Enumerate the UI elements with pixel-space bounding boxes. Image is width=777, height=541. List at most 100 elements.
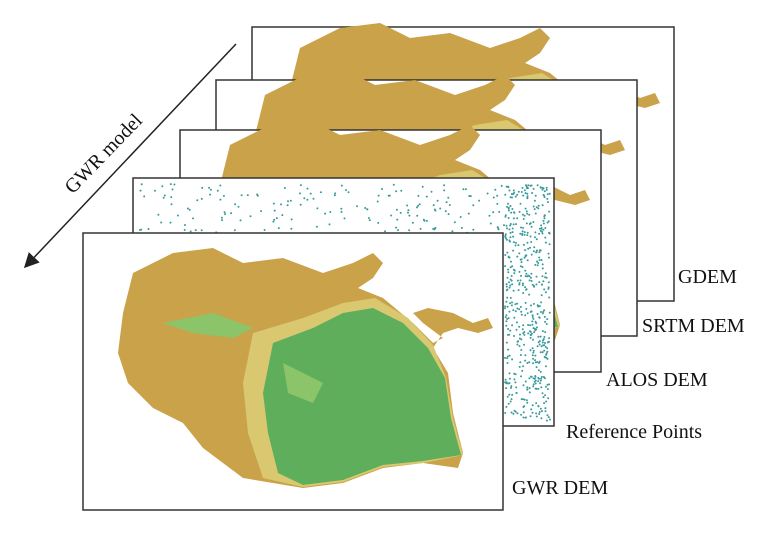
reference-point (504, 305, 506, 307)
reference-point (521, 314, 523, 316)
reference-point (509, 378, 511, 380)
reference-point (274, 210, 276, 212)
reference-point (537, 405, 539, 407)
reference-point (549, 312, 551, 314)
reference-point (533, 303, 535, 305)
reference-point (543, 396, 545, 398)
reference-point (532, 318, 534, 320)
reference-point (540, 351, 542, 353)
reference-point (510, 279, 512, 281)
reference-point (378, 195, 380, 197)
reference-point (548, 337, 550, 339)
reference-point (157, 214, 159, 216)
reference-point (509, 302, 511, 304)
reference-point (273, 203, 275, 205)
reference-point (504, 357, 506, 359)
reference-point (300, 204, 302, 206)
reference-point (170, 183, 172, 185)
reference-point (535, 412, 537, 414)
reference-point (507, 328, 509, 330)
reference-point (504, 307, 506, 309)
reference-point (490, 223, 492, 225)
reference-point (546, 351, 548, 353)
reference-point (533, 383, 535, 385)
reference-point (201, 229, 203, 231)
reference-point (519, 233, 521, 235)
reference-point (536, 238, 538, 240)
reference-point (524, 286, 526, 288)
reference-point (505, 387, 507, 389)
reference-point (542, 392, 544, 394)
reference-point (518, 289, 520, 291)
reference-point (238, 206, 240, 208)
reference-point (548, 281, 550, 283)
reference-point (543, 187, 545, 189)
reference-point (341, 185, 343, 187)
reference-point (537, 264, 539, 266)
reference-point (535, 361, 537, 363)
reference-point (505, 316, 507, 318)
reference-point (408, 215, 410, 217)
reference-point (540, 336, 542, 338)
reference-point (496, 203, 498, 205)
reference-point (548, 257, 550, 259)
reference-point (534, 359, 536, 361)
reference-point (547, 201, 549, 203)
reference-point (508, 228, 510, 230)
reference-point (437, 200, 439, 202)
reference-point (507, 362, 509, 364)
reference-point (530, 222, 532, 224)
reference-point (510, 297, 512, 299)
reference-point (544, 407, 546, 409)
reference-point (506, 225, 508, 227)
reference-point (511, 283, 513, 285)
reference-point (543, 402, 545, 404)
reference-point (522, 195, 524, 197)
reference-point (513, 373, 515, 375)
reference-point (300, 184, 302, 186)
reference-point (522, 214, 524, 216)
reference-point (529, 279, 531, 281)
reference-point (542, 275, 544, 277)
reference-point (538, 233, 540, 235)
reference-point (389, 195, 391, 197)
reference-point (506, 227, 508, 229)
reference-point (513, 217, 515, 219)
reference-point (535, 195, 537, 197)
reference-point (187, 208, 189, 210)
reference-point (345, 189, 347, 191)
layer-label: Reference Points (566, 421, 702, 443)
reference-point (505, 237, 507, 239)
reference-point (324, 213, 326, 215)
reference-point (515, 310, 517, 312)
reference-point (516, 344, 518, 346)
reference-point (513, 378, 515, 380)
layer-label: ALOS DEM (606, 369, 708, 391)
reference-point (542, 280, 544, 282)
reference-point (515, 242, 517, 244)
reference-point (532, 412, 534, 414)
reference-point (535, 383, 537, 385)
reference-point (504, 254, 506, 256)
reference-point (505, 379, 507, 381)
reference-point (217, 190, 219, 192)
reference-point (532, 354, 534, 356)
reference-point (316, 226, 318, 228)
reference-point (280, 203, 282, 205)
reference-point (505, 406, 507, 408)
reference-point (247, 194, 249, 196)
reference-point (543, 220, 545, 222)
reference-point (526, 389, 528, 391)
reference-point (507, 203, 509, 205)
reference-point (526, 193, 528, 195)
reference-point (287, 204, 289, 206)
reference-point (509, 372, 511, 374)
reference-point (341, 211, 343, 213)
reference-point (284, 187, 286, 189)
reference-point (520, 354, 522, 356)
reference-point (196, 199, 198, 201)
reference-point (544, 342, 546, 344)
reference-point (506, 314, 508, 316)
reference-point (527, 195, 529, 197)
reference-point (530, 277, 532, 279)
